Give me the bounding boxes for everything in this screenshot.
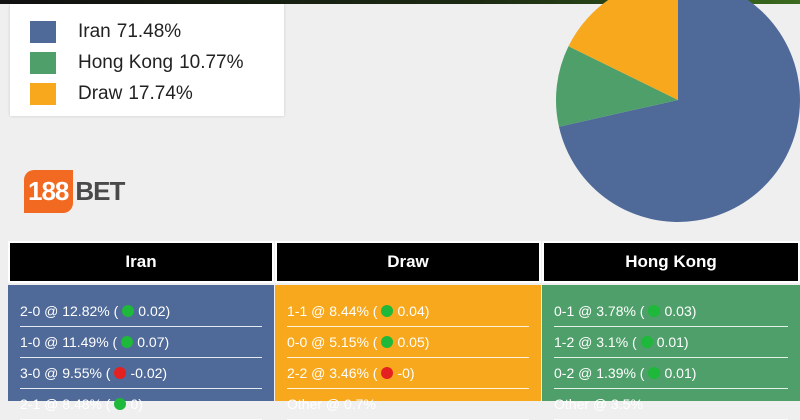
score-text: 0-2 @ 1.39% ( [554,365,645,381]
score-row: 2-2 @ 3.46% ( -0) [287,358,529,389]
table-column: Draw 1-1 @ 8.44% ( 0.04) 0-0 @ 5.15% ( 0.0… [275,241,541,420]
score-row: 1-0 @ 11.49% ( 0.07) [20,327,262,358]
legend-value: 10.77% [179,52,244,73]
column-header: Hong Kong [542,241,800,283]
score-text: Other @ 0.7% [287,396,376,412]
score-row: 1-2 @ 3.1% ( 0.01) [554,327,788,358]
trend-icon [381,305,394,317]
change-text: 0.04) [397,303,430,319]
trend-icon [121,336,134,348]
trend-icon [648,367,661,379]
score-text: 0-1 @ 3.78% ( [554,303,645,319]
column-body: 0-1 @ 3.78% ( 0.03) 1-2 @ 3.1% ( 0.01) 0-2… [542,285,800,420]
pie-slice [556,46,678,127]
pie-slice [568,0,678,100]
change-text: 0.01) [656,334,689,350]
change-text: 0.07) [137,334,170,350]
table-column: Iran 2-0 @ 12.82% ( 0.02) 1-0 @ 11.49% ( 0… [8,241,274,420]
change-text: 0.05) [397,334,430,350]
change-text: 0.02) [138,303,171,319]
score-row: 0-2 @ 1.39% ( 0.01) [554,358,788,389]
score-row: Other @ 0.7% [287,389,529,420]
score-text: 0-0 @ 5.15% ( [287,334,378,350]
top-bar [0,0,800,4]
column-header: Iran [8,241,274,283]
column-body: 1-1 @ 8.44% ( 0.04) 0-0 @ 5.15% ( 0.05) 2-… [275,285,541,420]
score-text: 1-0 @ 11.49% ( [20,334,118,350]
pie-chart [556,0,800,222]
legend-item: Draw 17.74% [30,81,193,107]
score-row: 0-0 @ 5.15% ( 0.05) [287,327,529,358]
column-body: 2-0 @ 12.82% ( 0.02) 1-0 @ 11.49% ( 0.07)… [8,285,274,420]
trend-icon [381,336,394,348]
score-text: 1-2 @ 3.1% ( [554,334,637,350]
legend-label: Draw [78,83,123,104]
score-row: 0-1 @ 3.78% ( 0.03) [554,296,788,327]
legend: Iran 71.48% Hong Kong 10.77% Draw 17.74% [10,4,284,116]
logo-text: BET [75,176,125,206]
legend-value: 71.48% [116,21,182,42]
score-text: 1-1 @ 8.44% ( [287,303,378,319]
change-text: -0.02) [130,365,168,381]
trend-icon [114,367,127,379]
logo: 188 BET [24,170,125,213]
legend-item: Iran 71.48% [30,19,181,45]
change-text: -0) [397,365,415,381]
trend-icon [648,305,661,317]
legend-label: Iran [78,21,111,42]
score-row: 2-1 @ 8.48% ( 0) [20,389,262,420]
score-row: 2-0 @ 12.82% ( 0.02) [20,296,262,327]
logo-badge: 188 [24,170,74,213]
score-row: 1-1 @ 8.44% ( 0.04) [287,296,529,327]
change-text: 0.03) [664,303,697,319]
legend-value: 17.74% [128,83,193,104]
trend-icon [381,367,394,379]
pie-slice [558,0,800,222]
change-text: 0.01) [664,365,697,381]
score-row: 3-0 @ 9.55% ( -0.02) [20,358,262,389]
score-text: Other @ 3.5% [554,396,643,412]
trend-icon [122,305,135,317]
change-text: 0) [130,396,143,412]
legend-label: Hong Kong [78,52,174,73]
legend-swatch [30,21,56,43]
legend-swatch [30,83,56,105]
column-header: Draw [275,241,541,283]
legend-swatch [30,52,56,74]
score-text: 2-0 @ 12.82% ( [20,303,119,319]
table-column: Hong Kong 0-1 @ 3.78% ( 0.03) 1-2 @ 3.1% (… [542,241,800,420]
trend-icon [640,336,653,348]
legend-item: Hong Kong 10.77% [30,50,244,76]
score-text: 3-0 @ 9.55% ( [20,365,111,381]
score-text: 2-1 @ 8.48% ( [20,396,111,412]
score-row: Other @ 3.5% [554,389,788,420]
score-text: 2-2 @ 3.46% ( [287,365,378,381]
